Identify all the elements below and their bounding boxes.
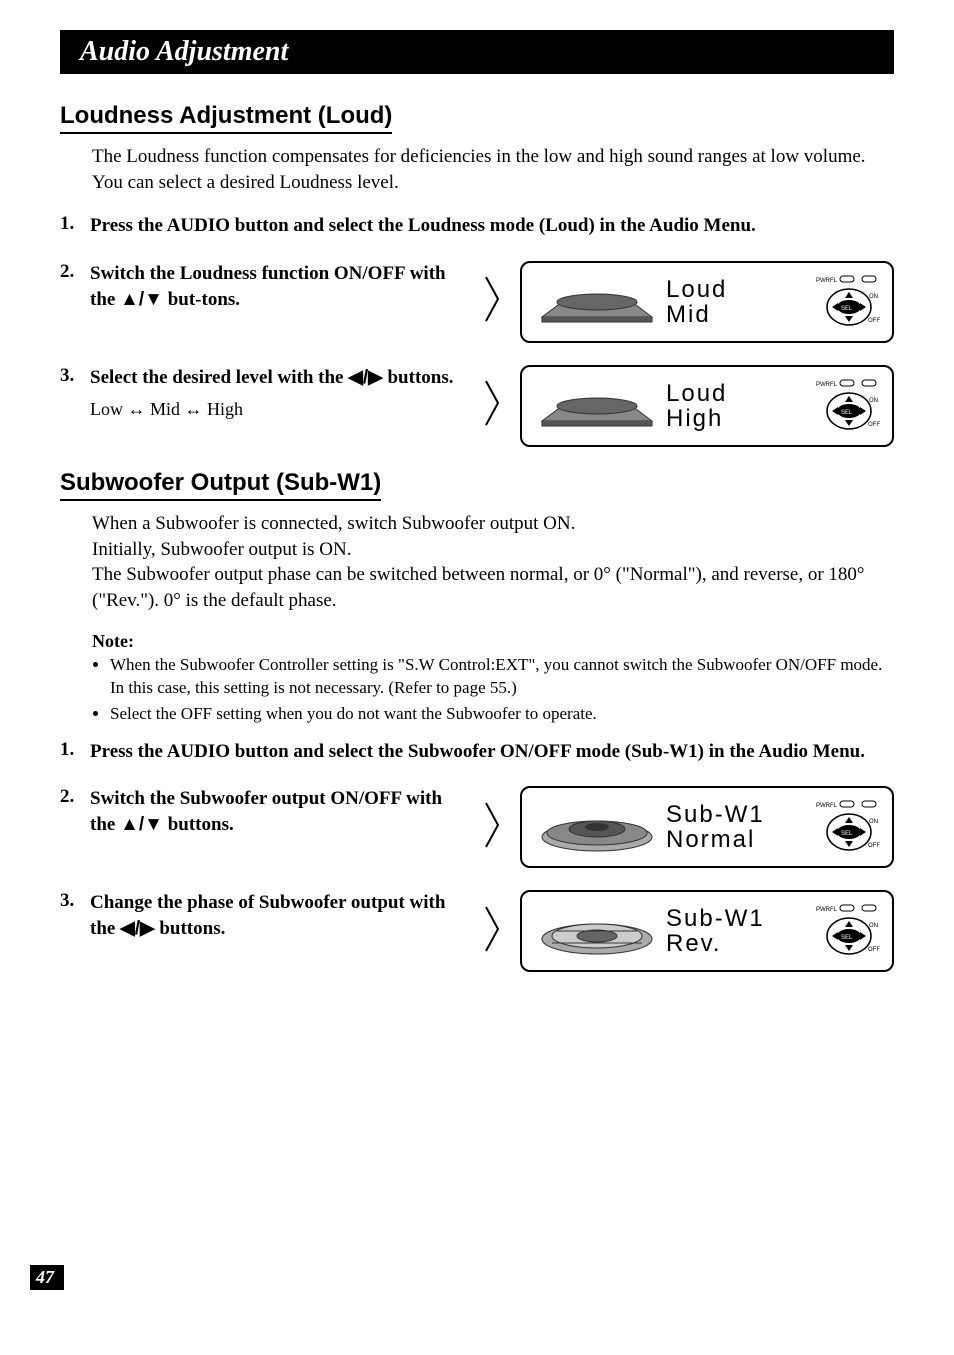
svg-text:SEL: SEL xyxy=(841,935,853,941)
loudness-step-2: 2. Switch the Loudness function ON/OFF w… xyxy=(60,261,894,343)
display-line1: Loud xyxy=(666,277,727,302)
display-text: Sub-W1 Normal xyxy=(666,802,765,852)
step-number: 1. xyxy=(60,213,90,235)
step-text-part-a: Select the desired level with the xyxy=(90,367,348,388)
speaker-icon xyxy=(532,376,662,436)
svg-text:ON: ON xyxy=(869,819,878,825)
loudness-step-3: 3. Select the desired level with the ◀/▶… xyxy=(60,365,894,447)
display-illustration-subw-normal: Sub-W1 Normal PWRFL SEL xyxy=(482,786,894,868)
chevron-icon xyxy=(482,269,502,329)
step-subtext: Low ↔ Mid ↔ High xyxy=(90,397,462,421)
control-icon: PWRFL SEL ON OFF xyxy=(814,901,882,961)
step-text-part-b: buttons. xyxy=(163,814,234,835)
display-line1: Sub-W1 xyxy=(666,802,765,827)
subwoofer-step-2: 2. Switch the Subwoofer output ON/OFF wi… xyxy=(60,786,894,868)
step-text: Press the AUDIO button and select the Su… xyxy=(90,739,894,765)
section-title-subwoofer: Subwoofer Output (Sub-W1) xyxy=(60,469,381,501)
loudness-step-1: 1. Press the AUDIO button and select the… xyxy=(60,213,894,239)
display-line1: Loud xyxy=(666,381,727,406)
subwoofer-icon xyxy=(532,901,662,961)
page-header: Audio Adjustment xyxy=(60,30,894,74)
subwoofer-step-1: 1. Press the AUDIO button and select the… xyxy=(60,739,894,765)
note-title: Note: xyxy=(92,631,894,652)
svg-text:OFF: OFF xyxy=(868,843,880,849)
display-line2: High xyxy=(666,406,727,431)
step-number: 3. xyxy=(60,365,90,387)
note-list: When the Subwoofer Controller setting is… xyxy=(92,654,894,724)
subwoofer-step-3: 3. Change the phase of Subwoofer output … xyxy=(60,890,894,972)
svg-text:ON: ON xyxy=(869,923,878,929)
display-text: Loud High xyxy=(666,381,727,431)
svg-text:PWRFL: PWRFL xyxy=(816,907,838,913)
chevron-icon xyxy=(482,373,502,433)
up-down-symbol: ▲/▼ xyxy=(120,289,163,310)
page-number: 47 xyxy=(30,1265,64,1290)
svg-text:OFF: OFF xyxy=(868,318,880,324)
control-icon: PWRFL SEL ON OFF xyxy=(814,272,882,332)
display-text: Sub-W1 Rev. xyxy=(666,906,765,956)
chevron-icon xyxy=(482,795,502,855)
subwoofer-icon xyxy=(532,797,662,857)
svg-text:OFF: OFF xyxy=(868,947,880,953)
svg-text:PWRFL: PWRFL xyxy=(816,382,838,388)
display-line2: Normal xyxy=(666,827,765,852)
svg-text:PWRFL: PWRFL xyxy=(816,278,838,284)
step-text-part-b: buttons. xyxy=(155,918,226,939)
display-text: Loud Mid xyxy=(666,277,727,327)
left-right-symbol: ◀/▶ xyxy=(120,918,155,939)
display-line1: Sub-W1 xyxy=(666,906,765,931)
display-line2: Mid xyxy=(666,302,727,327)
step-text: Change the phase of Subwoofer output wit… xyxy=(90,890,462,941)
display-illustration-subw-rev: Sub-W1 Rev. PWRFL SEL xyxy=(482,890,894,972)
step-text-part-b: buttons. xyxy=(383,367,454,388)
step-number: 2. xyxy=(60,261,90,283)
svg-text:SEL: SEL xyxy=(841,306,853,312)
step-text-part-b: but-tons. xyxy=(163,289,240,310)
loudness-intro: The Loudness function compensates for de… xyxy=(92,144,894,195)
control-icon: PWRFL SEL ON OFF xyxy=(814,376,882,436)
note-item: When the Subwoofer Controller setting is… xyxy=(110,654,894,698)
step-text: Press the AUDIO button and select the Lo… xyxy=(90,213,894,239)
step-text: Select the desired level with the ◀/▶ bu… xyxy=(90,365,462,421)
step-number: 2. xyxy=(60,786,90,808)
chevron-icon xyxy=(482,899,502,959)
svg-text:ON: ON xyxy=(869,294,878,300)
display-illustration-loud-mid: Loud Mid PWRFL SEL xyxy=(482,261,894,343)
svg-text:ON: ON xyxy=(869,398,878,404)
section-title-loudness: Loudness Adjustment (Loud) xyxy=(60,102,392,134)
svg-text:SEL: SEL xyxy=(841,410,853,416)
section-loudness: Loudness Adjustment (Loud) The Loudness … xyxy=(60,102,894,447)
up-down-symbol: ▲/▼ xyxy=(120,814,163,835)
left-right-symbol: ◀/▶ xyxy=(348,367,383,388)
subwoofer-intro: When a Subwoofer is connected, switch Su… xyxy=(92,511,894,614)
control-icon: PWRFL SEL ON OFF xyxy=(814,797,882,857)
display-line2: Rev. xyxy=(666,931,765,956)
note-item: Select the OFF setting when you do not w… xyxy=(110,703,894,725)
step-text: Switch the Subwoofer output ON/OFF with … xyxy=(90,786,462,837)
step-text: Switch the Loudness function ON/OFF with… xyxy=(90,261,462,312)
section-subwoofer: Subwoofer Output (Sub-W1) When a Subwoof… xyxy=(60,469,894,972)
svg-text:PWRFL: PWRFL xyxy=(816,803,838,809)
display-illustration-loud-high: Loud High PWRFL SEL xyxy=(482,365,894,447)
step-number: 1. xyxy=(60,739,90,761)
step-number: 3. xyxy=(60,890,90,912)
svg-text:OFF: OFF xyxy=(868,422,880,428)
speaker-icon xyxy=(532,272,662,332)
svg-text:SEL: SEL xyxy=(841,831,853,837)
